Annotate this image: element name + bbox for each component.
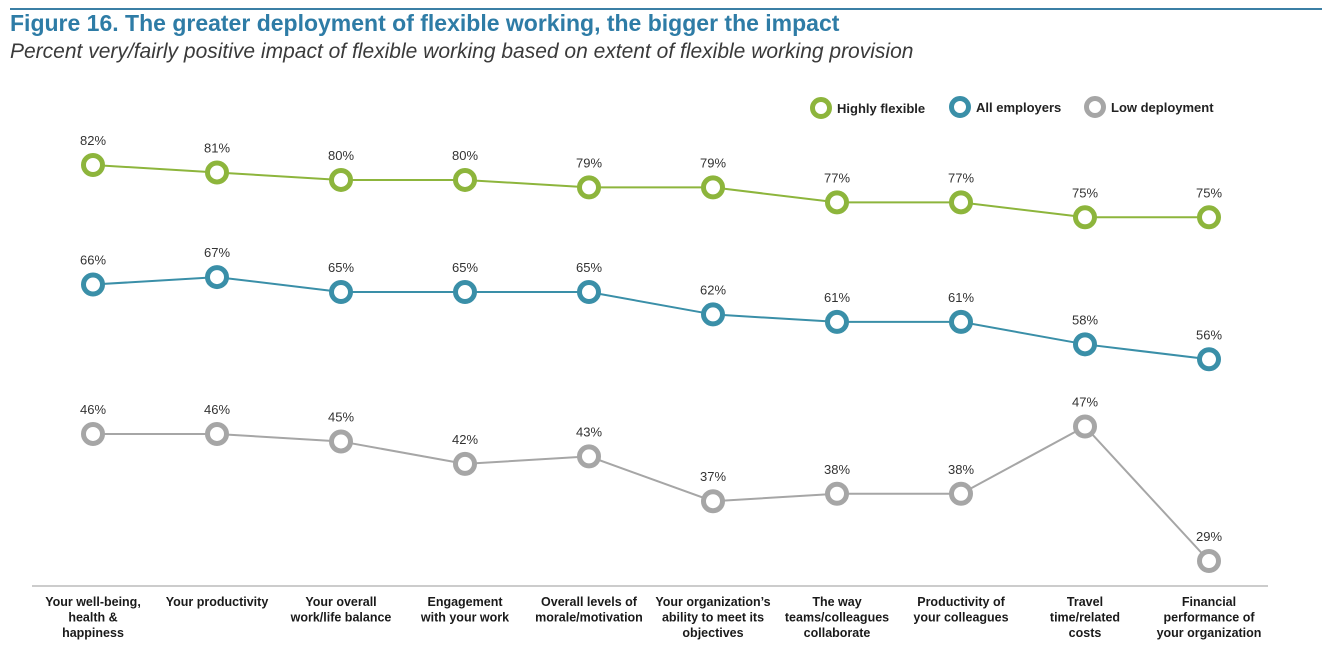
data-label: 80% xyxy=(328,148,354,163)
data-label: 75% xyxy=(1072,185,1098,200)
data-label: 62% xyxy=(700,282,726,297)
data-label: 47% xyxy=(1072,395,1098,410)
category-label: Your well-being, health & happiness xyxy=(45,595,141,640)
data-point xyxy=(81,272,105,297)
category-label: Productivity of your colleagues xyxy=(913,595,1008,625)
data-label: 45% xyxy=(328,409,354,424)
category-label: Engagement with your work xyxy=(420,595,509,625)
legend-label: All employers xyxy=(976,100,1061,115)
data-label: 77% xyxy=(948,170,974,185)
data-label: 38% xyxy=(824,462,850,477)
series-line xyxy=(92,164,1209,219)
data-label: 79% xyxy=(700,155,726,170)
data-point xyxy=(949,309,973,334)
data-point xyxy=(1197,549,1221,573)
data-point xyxy=(577,175,601,200)
data-point xyxy=(825,481,849,506)
data-point xyxy=(453,451,477,476)
data-label: 65% xyxy=(328,260,354,275)
data-point xyxy=(81,421,105,446)
data-point xyxy=(701,175,725,200)
series-line xyxy=(92,276,1210,361)
category-label: Travel time/related costs xyxy=(1050,595,1120,640)
data-label: 81% xyxy=(204,140,230,155)
category-label: Overall levels of morale/motivation xyxy=(535,595,643,625)
data-label: 58% xyxy=(1072,312,1098,327)
data-label: 37% xyxy=(700,469,726,484)
category-label: Financial performance of your organization xyxy=(1157,595,1262,640)
data-point xyxy=(81,153,105,177)
data-label: 66% xyxy=(80,253,106,268)
data-point xyxy=(577,280,601,305)
legend-label: Highly flexible xyxy=(837,101,925,116)
data-point xyxy=(329,280,353,305)
data-point xyxy=(1197,205,1221,230)
legend-label: Low deployment xyxy=(1111,100,1214,115)
data-label: 61% xyxy=(824,290,850,305)
legend-marker xyxy=(1084,96,1106,118)
category-label: Your organization’s ability to meet its ob… xyxy=(655,595,770,640)
data-point xyxy=(1073,205,1097,230)
data-point xyxy=(701,302,725,327)
data-point xyxy=(1197,347,1221,372)
category-label: Your overall work/life balance xyxy=(290,595,392,625)
data-point xyxy=(205,160,229,185)
data-label: 67% xyxy=(204,245,230,260)
data-label: 61% xyxy=(948,290,974,305)
data-point xyxy=(949,481,973,506)
data-label: 46% xyxy=(80,402,106,417)
data-point xyxy=(205,421,229,446)
data-point xyxy=(205,265,229,290)
legend-marker xyxy=(949,96,971,118)
data-label: 82% xyxy=(80,133,106,148)
data-point xyxy=(825,309,849,334)
data-label: 77% xyxy=(824,170,850,185)
data-point xyxy=(1073,332,1097,357)
data-label: 43% xyxy=(576,424,602,439)
data-point xyxy=(701,489,725,514)
data-label: 38% xyxy=(948,462,974,477)
category-label: Your productivity xyxy=(166,595,269,609)
series-line xyxy=(93,425,1210,562)
chart-subtitle: Percent very/fairly positive impact of f… xyxy=(10,40,914,63)
title-rule xyxy=(10,8,1322,10)
data-label: 80% xyxy=(452,148,478,163)
data-label: 29% xyxy=(1196,529,1222,544)
data-label: 42% xyxy=(452,432,478,447)
data-point xyxy=(1073,414,1097,439)
data-point xyxy=(329,429,353,454)
data-label: 79% xyxy=(576,155,602,170)
data-label: 65% xyxy=(576,260,602,275)
data-point xyxy=(577,444,601,469)
data-point xyxy=(825,190,849,215)
data-label: 65% xyxy=(452,260,478,275)
data-point xyxy=(949,190,973,215)
data-point xyxy=(453,280,477,305)
data-point xyxy=(329,167,353,192)
data-label: 75% xyxy=(1196,185,1222,200)
legend-marker xyxy=(810,97,832,119)
category-label: The way teams/colleagues collaborate xyxy=(785,595,889,640)
data-label: 56% xyxy=(1196,327,1222,342)
data-label: 46% xyxy=(204,402,230,417)
chart-title: Figure 16. The greater deployment of fle… xyxy=(10,10,840,36)
data-point xyxy=(453,167,477,192)
